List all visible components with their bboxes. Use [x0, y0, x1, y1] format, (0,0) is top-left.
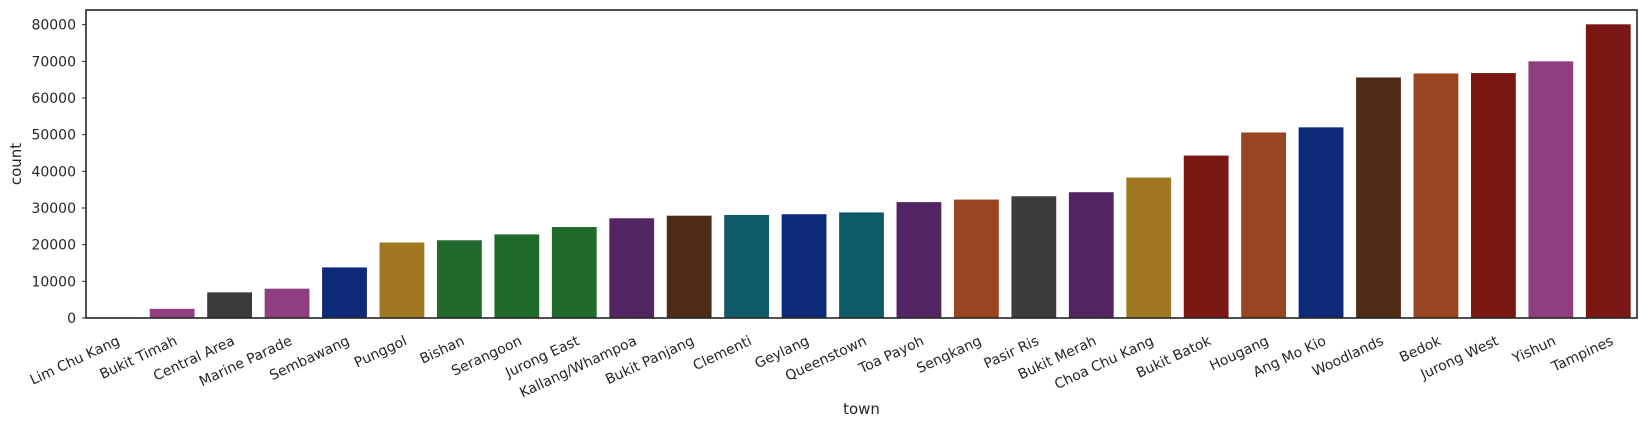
bar — [896, 202, 942, 318]
bar — [207, 292, 253, 318]
plot-frame — [85, 9, 1638, 319]
bar — [781, 214, 827, 318]
bar — [953, 199, 999, 318]
bar — [666, 215, 712, 318]
bar — [1470, 73, 1516, 318]
y-tick-label: 20000 — [31, 238, 76, 254]
y-tick-label: 80000 — [31, 18, 76, 34]
y-axis: 0 10000 20000 30000 40000 50000 60000 70000 8000… — [31, 18, 86, 327]
bars-group — [92, 24, 1631, 319]
bar — [264, 288, 310, 318]
x-tick-label: Clementi — [691, 333, 755, 374]
bar — [551, 227, 597, 318]
x-tick-label: Tampines — [1548, 333, 1615, 376]
y-tick-label: 30000 — [31, 201, 76, 217]
y-tick-label: 60000 — [31, 91, 76, 107]
bar — [1011, 196, 1057, 318]
bar — [436, 240, 482, 318]
y-tick-label: 70000 — [31, 54, 76, 70]
bar — [724, 214, 770, 318]
bar — [322, 267, 367, 318]
y-tick-label: 10000 — [31, 274, 76, 290]
bar — [839, 212, 884, 318]
bar — [149, 308, 195, 318]
bar — [1585, 24, 1631, 319]
y-tick-label: 50000 — [31, 128, 76, 144]
bar — [1528, 61, 1574, 318]
bar — [1413, 73, 1459, 318]
bar — [1241, 132, 1287, 318]
bar — [609, 218, 655, 318]
x-axis-title: town — [843, 400, 880, 418]
bar — [1298, 127, 1344, 318]
bar — [494, 234, 540, 318]
x-tick-label: Sengkang — [914, 333, 984, 377]
x-tick-label: Toa Payoh — [856, 333, 927, 377]
bar — [1068, 192, 1114, 318]
x-tick-label: Punggol — [352, 333, 410, 371]
y-tick-label: 40000 — [31, 164, 76, 180]
y-tick-label: 0 — [67, 311, 76, 327]
bar — [379, 242, 425, 318]
bar — [1356, 77, 1401, 318]
y-axis-title: count — [7, 143, 25, 185]
bar — [1126, 177, 1172, 318]
bar — [1183, 155, 1229, 318]
